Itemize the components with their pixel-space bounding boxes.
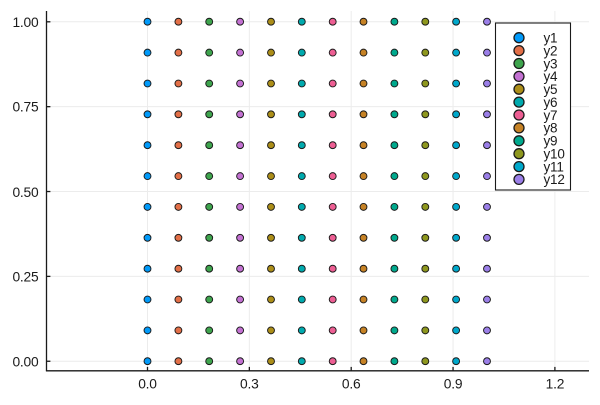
svg-text:y4: y4 [544,69,559,84]
svg-text:0.25: 0.25 [12,269,39,284]
svg-text:0.00: 0.00 [12,355,39,370]
svg-text:1.2: 1.2 [546,377,565,392]
svg-text:y2: y2 [544,43,558,58]
svg-text:y9: y9 [544,134,558,149]
svg-text:0.9: 0.9 [444,377,463,392]
svg-text:y12: y12 [544,172,565,187]
svg-text:y10: y10 [544,147,565,162]
svg-text:y8: y8 [544,121,558,136]
svg-text:0.75: 0.75 [12,100,39,115]
svg-text:1.00: 1.00 [12,15,39,30]
svg-text:0.6: 0.6 [342,377,361,392]
svg-text:y11: y11 [544,159,564,174]
svg-text:y3: y3 [544,56,558,71]
svg-text:0.3: 0.3 [240,377,259,392]
svg-text:0.50: 0.50 [12,185,39,200]
svg-text:0.0: 0.0 [138,377,157,392]
svg-text:y7: y7 [544,108,558,123]
svg-text:y5: y5 [544,82,558,97]
svg-text:y1: y1 [544,31,558,46]
svg-text:y6: y6 [544,95,558,110]
